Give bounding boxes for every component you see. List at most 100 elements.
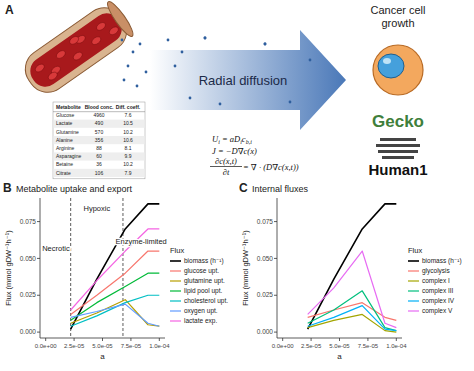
molecule [132,51,135,54]
table-cell: 9.9 [125,153,132,159]
blood-cell [72,51,84,62]
y-tick [274,221,277,222]
legend-swatch [408,300,419,301]
legend-label: oxygen upt. [184,307,218,315]
table-cell: 570 [95,129,104,135]
logo-human1: Human1 [368,161,427,178]
table-cell: 10.2 [123,129,133,135]
table-row-band [54,136,145,144]
molecule [189,97,192,100]
logo-gecko: Gecko [372,112,424,131]
y-tick-label: 0.025 [257,291,274,298]
cell-body [373,45,423,95]
y-axis [277,198,278,338]
human1-icon [376,138,420,159]
y-axis [40,198,41,338]
molecule [204,37,207,40]
series-line [71,304,160,326]
legend-label: glutamine upt. [184,277,225,285]
page: {"panel_a": { "label": "A", "arrow_text"… [0,0,474,371]
chart-title: Metabolite uptake and export [16,184,133,194]
molecule [127,65,130,68]
molecule [264,43,267,46]
molecule [309,59,312,62]
blood-cell [90,35,102,46]
plot-area [71,198,160,338]
legend-label: complex IV [422,297,455,305]
y-axis-title: Flux (mmol gDW⁻¹h⁻¹) [4,230,13,306]
cell-highlight [383,58,391,64]
equation-sub: b,i [246,139,253,145]
legend-label: glucose upt. [184,267,219,275]
molecule [123,79,126,82]
legend-swatch [408,280,419,281]
x-tick-label: 2.5e-05 [64,343,85,349]
x-tick-label: 1.0e-04 [386,343,407,349]
annotation: Enzyme-limited [116,237,167,246]
table-cell: Glutamine [56,129,79,135]
table-cell: Lactate [56,120,73,126]
table-cell: 10.2 [123,161,133,167]
equation: J = −D∇c(x) [212,146,257,156]
x-tick-label: 0.0e+00 [272,343,295,349]
region-divider [122,198,123,338]
x-tick-label: 5.0e-05 [92,343,113,349]
table-cell: 88 [96,145,102,151]
molecule [121,39,124,42]
table-cell: 8.1 [125,145,132,151]
series-line [308,291,397,331]
legend-label: cholesterol upt. [184,297,228,305]
x-tick-label: 5.0e-05 [329,343,350,349]
series-line [71,295,160,326]
x-tick [339,338,340,341]
x-tick-label: 7.5e-05 [358,343,379,349]
panel-letter: B [3,181,12,195]
y-axis-title: Flux (mmol gDW⁻¹h⁻¹) [241,230,250,306]
legend-swatch [170,260,181,262]
molecule [174,65,177,68]
y-tick [274,332,277,333]
equation-part: = aD [220,134,241,144]
table-cell: 7.6 [125,112,132,118]
series-line [71,300,160,327]
vessel-end [104,0,136,39]
x-tick [396,338,397,341]
right-title: Cancer cell [370,4,425,16]
table-cell: Citrate [56,170,71,176]
legend-label: complex I [422,277,450,285]
x-tick [45,338,46,341]
equation-numerator: ∂c(x,t) [215,156,237,166]
x-tick-label: 0.0e+00 [35,343,58,349]
x-tick [74,338,75,341]
table-header: Diff. coeff. [116,104,141,110]
x-tick-label: 7.5e-05 [121,343,142,349]
table-cell: Glucose [56,112,75,118]
equation: Ui = aDicb,i [212,134,252,145]
chart-title: Internal fluxes [252,184,309,194]
table-row-band [54,169,145,177]
annotation: Hypoxic [83,204,110,213]
x-tick [367,338,368,341]
molecule [167,39,170,42]
y-tick [37,332,40,333]
molecule [189,97,192,100]
icon-bar [380,138,416,141]
x-tick [102,338,103,341]
figure: ARadial diffusionMetaboliteBlood conc.Di… [0,0,474,371]
table-cell: Betaine [56,161,73,167]
icon-bar [382,156,414,159]
molecule [174,65,177,68]
legend-title: Flux [408,246,422,255]
molecule [136,85,139,88]
table-cell: 60 [96,153,102,159]
legend-swatch [170,290,181,291]
vessel-lumen [25,8,127,92]
x-tick [282,338,283,341]
equation-rhs: = ∇ · (D∇c(x,t)) [243,162,299,172]
legend-label: complex V [422,307,453,315]
x-tick-label: 1.0e-04 [149,343,170,349]
legend-label: glycolysis [422,267,451,275]
legend-swatch [170,300,181,301]
y-tick-label: 0.050 [257,255,274,262]
arrow-text: Radial diffusion [199,73,288,88]
